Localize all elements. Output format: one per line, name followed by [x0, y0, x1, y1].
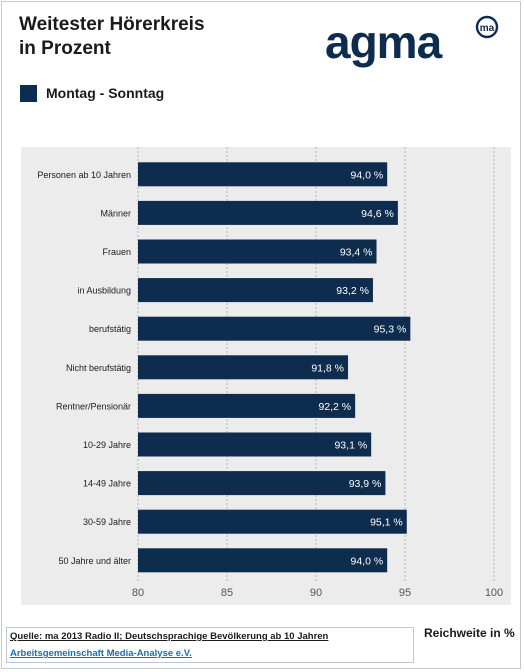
bar-chart: Personen ab 10 Jahren 94,0 % Männer 94,6 % F…	[37, 147, 503, 599]
category-label-9: 30-59 Jahre	[83, 517, 131, 527]
logo-mark-text: ma	[480, 23, 495, 34]
logo-wordmark: agma	[325, 16, 443, 68]
category-label-6: Rentner/Pensionär	[56, 401, 131, 411]
value-label-2: 93,4 %	[340, 247, 373, 259]
legend-label: Montag - Sonntag	[46, 85, 165, 101]
bar-9	[138, 509, 407, 534]
category-label-1: Männer	[100, 208, 131, 218]
chart-title-line2: in Prozent	[19, 38, 111, 59]
bar-5	[138, 355, 349, 380]
bar-10	[138, 548, 388, 573]
value-label-4: 95,3 %	[374, 324, 407, 336]
category-label-10: 50 Jahre und älter	[58, 556, 131, 566]
value-label-8: 93,9 %	[349, 478, 382, 490]
bar-6	[138, 393, 356, 418]
source-box: Quelle: ma 2013 Radio II; Deutschsprachi…	[6, 627, 414, 663]
plot-area: Personen ab 10 Jahren 94,0 % Männer 94,6 % F…	[21, 147, 511, 605]
x-tick-label-85: 85	[221, 587, 233, 599]
logo-mark-circle	[475, 15, 499, 39]
category-label-4: berufstätig	[89, 324, 131, 334]
x-tick-label-100: 100	[485, 587, 503, 599]
x-tick-label-80: 80	[132, 587, 144, 599]
source-text[interactable]: Quelle: ma 2013 Radio II; Deutschsprachi…	[10, 631, 329, 642]
chart-title: Weitester Hörerkreis in Prozent	[19, 13, 205, 61]
legend: Montag - Sonntag	[20, 84, 164, 102]
value-label-10: 94,0 %	[350, 555, 383, 567]
x-axis-label: Reichweite in %	[424, 626, 515, 640]
bar-4	[138, 316, 411, 341]
value-label-0: 94,0 %	[350, 169, 383, 181]
value-label-6: 92,2 %	[318, 401, 351, 413]
bar-0	[138, 162, 388, 187]
value-label-3: 93,2 %	[336, 285, 369, 297]
value-label-9: 95,1 %	[370, 517, 403, 529]
bar-1	[138, 200, 398, 225]
category-label-5: Nicht berufstätig	[66, 363, 131, 373]
chart-title-line1: Weitester Hörerkreis	[19, 14, 205, 35]
bar-7	[138, 432, 372, 457]
x-tick-label-95: 95	[399, 587, 411, 599]
bar-3	[138, 278, 373, 303]
agma-logo: agma ma	[325, 15, 499, 68]
value-label-7: 93,1 %	[334, 440, 367, 452]
legend-swatch	[20, 84, 37, 102]
category-label-8: 14-49 Jahre	[83, 479, 131, 489]
category-label-3: in Ausbildung	[77, 286, 131, 296]
value-label-1: 94,6 %	[361, 208, 394, 220]
bar-8	[138, 471, 386, 496]
bar-2	[138, 239, 377, 264]
source-org-link[interactable]: Arbeitsgemeinschaft Media-Analyse e.V.	[10, 648, 192, 659]
x-tick-label-90: 90	[310, 587, 322, 599]
category-label-2: Frauen	[102, 247, 131, 257]
value-label-5: 91,8 %	[311, 362, 344, 374]
category-label-7: 10-29 Jahre	[83, 440, 131, 450]
category-label-0: Personen ab 10 Jahren	[37, 170, 131, 180]
